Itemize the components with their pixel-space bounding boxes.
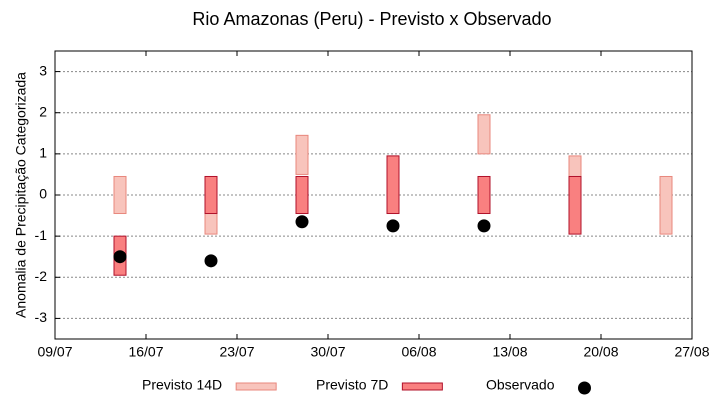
x-tick-label: 09/07: [37, 344, 72, 360]
y-axis-label: Anomalia de Precipitação Categorizada: [13, 72, 29, 318]
legend-label: Observado: [486, 377, 555, 393]
y-tick-label: -3: [35, 309, 48, 325]
y-tick-label: 2: [39, 103, 47, 119]
legend-label: Previsto 7D: [316, 377, 388, 393]
range-bar: [204, 175, 218, 215]
legend-swatch: [577, 381, 591, 395]
observed-point: [477, 219, 491, 233]
observed-point: [204, 254, 218, 268]
x-tick-label: 16/07: [128, 344, 163, 360]
range-bar: [386, 155, 400, 215]
range-bar: [113, 175, 127, 215]
x-tick-label: 27/08: [674, 344, 709, 360]
y-tick-label: 3: [39, 62, 47, 78]
observed-point: [113, 250, 127, 264]
y-tick-label: 1: [39, 145, 47, 161]
x-tick-label: 30/07: [310, 344, 345, 360]
plot-frame: [54, 50, 693, 340]
y-tick-label: -2: [35, 268, 48, 284]
range-bar: [659, 175, 673, 235]
legend-swatch: [401, 382, 443, 391]
range-bar: [295, 134, 309, 175]
x-tick-label: 06/08: [401, 344, 436, 360]
y-tick-label: -1: [35, 227, 48, 243]
x-tick-label: 20/08: [583, 344, 618, 360]
x-tick-label: 23/07: [219, 344, 254, 360]
range-bar: [568, 175, 582, 235]
observed-point: [386, 219, 400, 233]
legend-label: Previsto 14D: [142, 377, 222, 393]
range-bar: [295, 175, 309, 215]
legend-swatch: [235, 382, 277, 391]
range-bar: [477, 175, 491, 215]
x-tick-label: 13/08: [492, 344, 527, 360]
range-bar: [477, 114, 491, 155]
y-tick-label: 0: [39, 186, 47, 202]
chart-title: Rio Amazonas (Peru) - Previsto x Observa…: [192, 9, 551, 29]
observed-point: [295, 215, 309, 229]
